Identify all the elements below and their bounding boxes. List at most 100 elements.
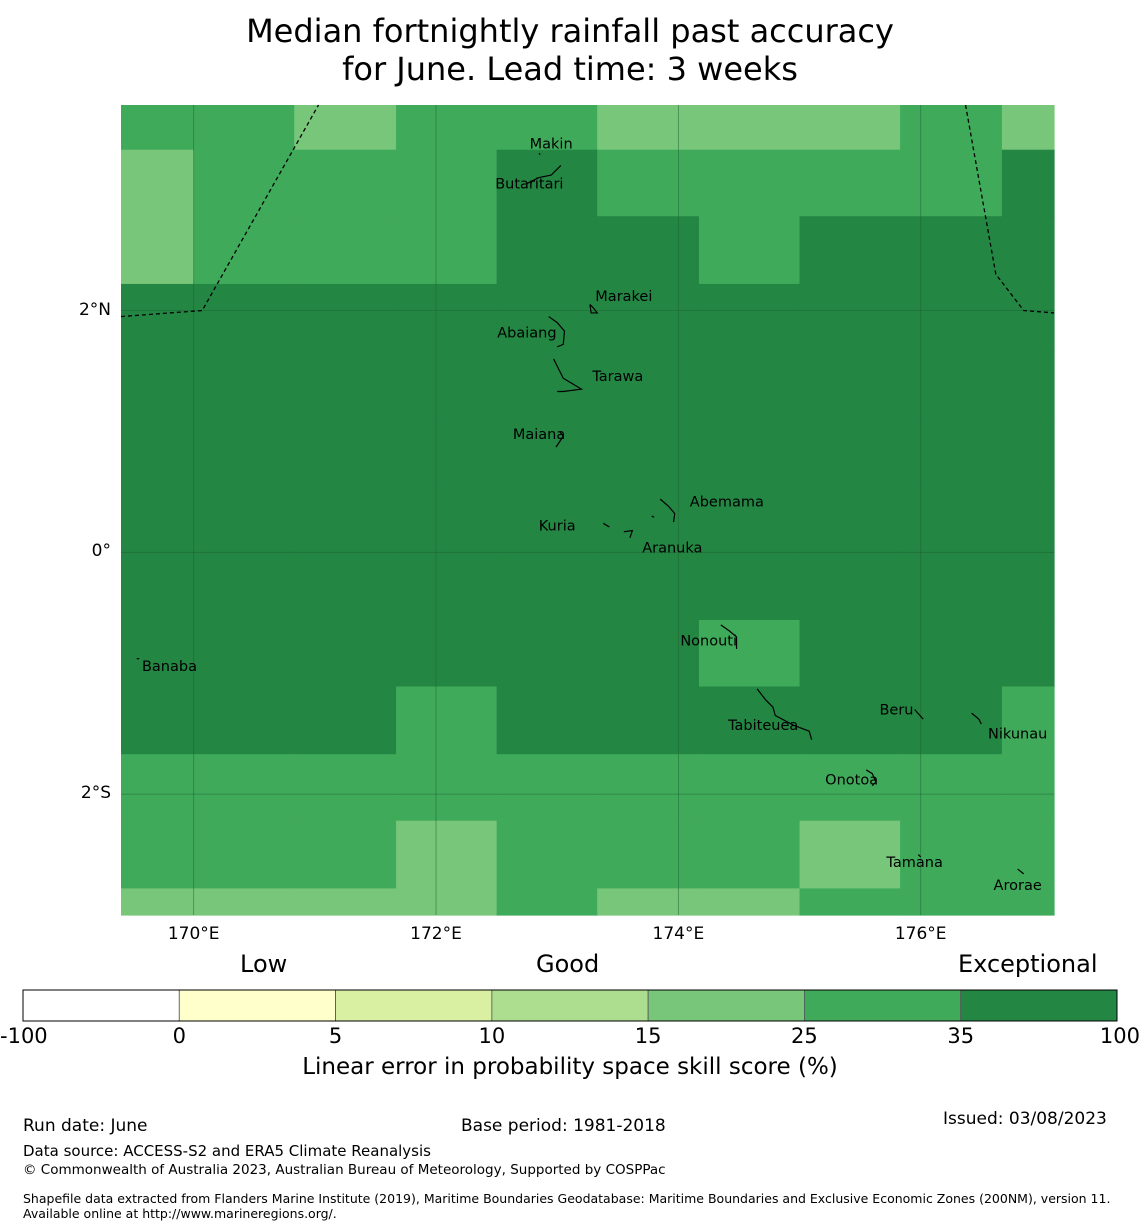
island-label-abemama: Abemama bbox=[690, 495, 764, 511]
colorbar-segment bbox=[335, 989, 493, 1022]
skill-cell bbox=[799, 484, 901, 553]
skill-cell bbox=[396, 484, 498, 553]
skill-cell bbox=[597, 484, 700, 553]
skill-cell bbox=[799, 552, 901, 621]
island-label-makin: Makin bbox=[530, 137, 573, 153]
island-outline bbox=[659, 498, 676, 523]
island-outline bbox=[623, 529, 634, 538]
skill-cell bbox=[121, 888, 195, 916]
island-outline bbox=[602, 522, 610, 528]
skill-cell bbox=[698, 350, 801, 419]
skill-cell bbox=[121, 216, 195, 285]
skill-cell bbox=[121, 754, 195, 822]
island-outline bbox=[589, 304, 599, 314]
colorbar-segment bbox=[178, 989, 336, 1022]
skill-cell bbox=[496, 283, 598, 352]
skill-cell bbox=[294, 283, 397, 352]
skill-cell bbox=[1001, 149, 1055, 217]
skill-cell bbox=[396, 216, 498, 285]
skill-cell bbox=[900, 149, 1003, 217]
skill-map: Makin Butaritari Marakei Abaiang Tarawa Maian… bbox=[120, 104, 1055, 916]
skill-cell bbox=[193, 105, 295, 151]
skill-cell bbox=[799, 149, 901, 217]
colorbar-tick-label: 35 bbox=[947, 1024, 975, 1048]
skill-cell bbox=[193, 820, 295, 890]
skill-cell bbox=[597, 418, 700, 486]
skill-cell bbox=[121, 552, 195, 621]
skill-cell bbox=[193, 216, 295, 285]
skill-cell bbox=[1001, 754, 1055, 822]
skill-cell bbox=[193, 418, 295, 486]
eez-boundary bbox=[120, 104, 1055, 318]
skill-cell bbox=[799, 888, 901, 916]
x-tick-label: 170°E bbox=[167, 924, 220, 944]
island-label-tarawa: Tarawa bbox=[591, 369, 643, 385]
skill-cell bbox=[294, 552, 397, 621]
skill-cell bbox=[496, 418, 598, 486]
skill-cell bbox=[597, 754, 700, 822]
skill-cell bbox=[900, 105, 1003, 151]
skill-cell bbox=[698, 686, 801, 755]
skill-cells bbox=[121, 105, 1055, 916]
eez-boundary-line bbox=[964, 104, 1055, 314]
skill-cell bbox=[597, 820, 700, 890]
island-label-beru: Beru bbox=[879, 702, 913, 718]
skill-cell bbox=[900, 754, 1003, 822]
skill-cell bbox=[1001, 552, 1055, 621]
island-outline bbox=[865, 769, 877, 787]
skill-cell bbox=[900, 620, 1003, 688]
skill-cell bbox=[396, 350, 498, 419]
skill-cell bbox=[121, 418, 195, 486]
skill-cell bbox=[1001, 620, 1055, 688]
island-label-tamana: Tamana bbox=[885, 855, 942, 871]
skill-cell bbox=[121, 686, 195, 755]
skill-cell bbox=[496, 105, 598, 151]
skill-cell bbox=[799, 686, 901, 755]
skill-cell bbox=[294, 350, 397, 419]
island-outlines bbox=[136, 152, 1025, 875]
skill-cell bbox=[294, 686, 397, 755]
island-outline bbox=[553, 358, 584, 393]
skill-cell bbox=[496, 686, 598, 755]
island-outline bbox=[917, 854, 922, 858]
skill-cell bbox=[799, 754, 901, 822]
y-tick-label: 2°N bbox=[78, 299, 111, 320]
skill-cell bbox=[698, 149, 801, 217]
skill-cell bbox=[799, 820, 901, 890]
colorbar-segment bbox=[22, 989, 180, 1022]
run-date: Run date: June bbox=[23, 1116, 148, 1136]
skill-cell bbox=[193, 754, 295, 822]
skill-cell bbox=[698, 820, 801, 890]
map-title-line1: Median fortnightly rainfall past accurac… bbox=[246, 12, 894, 50]
skill-cell bbox=[1001, 820, 1055, 890]
y-tick-label: 2°S bbox=[80, 783, 111, 804]
skill-cell bbox=[1001, 105, 1055, 151]
skill-cell bbox=[799, 620, 901, 688]
island-label-marakei: Marakei bbox=[595, 289, 652, 305]
skill-cell bbox=[698, 283, 801, 352]
skill-cell bbox=[698, 484, 801, 553]
island-outline bbox=[538, 152, 541, 155]
skill-cell bbox=[698, 552, 801, 621]
skill-cell bbox=[121, 105, 195, 151]
skill-cell bbox=[193, 552, 295, 621]
skill-cell bbox=[1001, 418, 1055, 486]
island-outline bbox=[548, 316, 566, 348]
island-outline bbox=[756, 688, 813, 740]
colorbar-tick-label: 5 bbox=[328, 1024, 343, 1048]
colorbar-tick-label: 25 bbox=[791, 1024, 818, 1048]
skill-cell bbox=[1001, 350, 1055, 419]
island-label-aranuka: Aranuka bbox=[642, 540, 702, 556]
skill-cell bbox=[900, 820, 1003, 890]
skill-cell bbox=[121, 283, 195, 352]
skill-cell bbox=[900, 484, 1003, 553]
skill-cell bbox=[799, 350, 901, 419]
skill-cell bbox=[698, 620, 801, 688]
skill-cell bbox=[900, 418, 1003, 486]
skill-cell bbox=[121, 149, 195, 217]
skill-cell bbox=[698, 418, 801, 486]
skill-cell bbox=[1001, 283, 1055, 352]
skill-cell bbox=[597, 216, 700, 285]
skill-cell bbox=[396, 686, 498, 755]
skill-cell bbox=[396, 283, 498, 352]
